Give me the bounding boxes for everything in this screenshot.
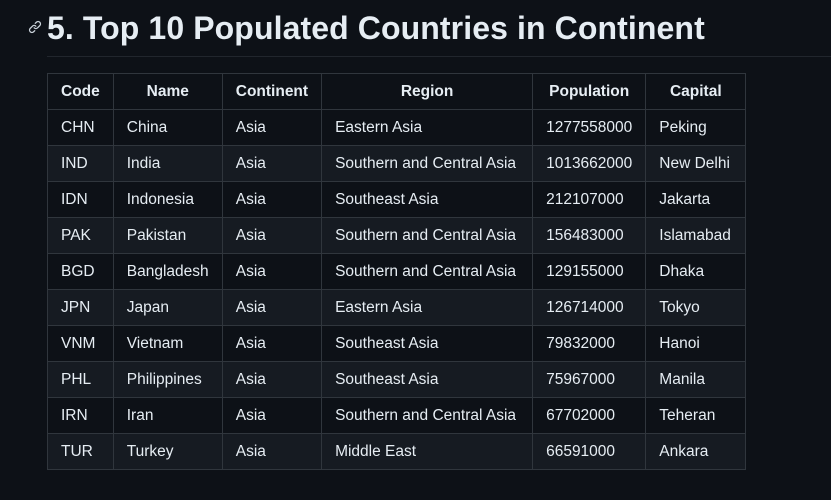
cell-population: 67702000 <box>532 397 647 434</box>
cell-population: 1277558000 <box>532 109 647 146</box>
table-row: IND India Asia Southern and Central Asia 101… <box>47 145 747 182</box>
cell-population: 212107000 <box>532 181 647 218</box>
table-row: IDN Indonesia Asia Southeast Asia 212107000 J… <box>47 181 747 218</box>
cell-code: TUR <box>47 433 114 470</box>
cell-code: JPN <box>47 289 114 326</box>
cell-name: Iran <box>112 397 223 434</box>
cell-region: Eastern Asia <box>321 289 534 326</box>
cell-continent: Asia <box>221 397 323 434</box>
table-body: CHN China Asia Eastern Asia 1277558000 Peking… <box>47 109 747 470</box>
table-row: BGD Bangladesh Asia Southern and Central As… <box>47 253 747 290</box>
table-row: CHN China Asia Eastern Asia 1277558000 Peking <box>47 109 747 146</box>
cell-capital: Teheran <box>645 397 747 434</box>
table-header: Code Name Continent Region Population Ca… <box>47 73 747 110</box>
cell-region: Southeast Asia <box>321 181 534 218</box>
column-header-population: Population <box>532 73 647 110</box>
table-row: IRN Iran Asia Southern and Central Asia 6770… <box>47 397 747 434</box>
cell-continent: Asia <box>221 253 323 290</box>
cell-population: 129155000 <box>532 253 647 290</box>
cell-continent: Asia <box>221 325 323 362</box>
link-icon[interactable] <box>26 18 44 36</box>
cell-continent: Asia <box>221 217 323 254</box>
cell-name: Philippines <box>112 361 223 398</box>
cell-region: Southern and Central Asia <box>321 397 534 434</box>
column-header-continent: Continent <box>221 73 323 110</box>
cell-continent: Asia <box>221 361 323 398</box>
cell-continent: Asia <box>221 109 323 146</box>
table-row: JPN Japan Asia Eastern Asia 126714000 Tokyo <box>47 289 747 326</box>
cell-capital: Peking <box>645 109 747 146</box>
cell-region: Southeast Asia <box>321 325 534 362</box>
cell-name: Japan <box>112 289 223 326</box>
table-row: PHL Philippines Asia Southeast Asia 75967000… <box>47 361 747 398</box>
cell-code: BGD <box>47 253 114 290</box>
cell-continent: Asia <box>221 289 323 326</box>
cell-region: Middle East <box>321 433 534 470</box>
cell-capital: Dhaka <box>645 253 747 290</box>
cell-region: Southeast Asia <box>321 361 534 398</box>
cell-continent: Asia <box>221 181 323 218</box>
cell-population: 75967000 <box>532 361 647 398</box>
heading-divider <box>47 56 831 57</box>
cell-code: CHN <box>47 109 114 146</box>
cell-region: Eastern Asia <box>321 109 534 146</box>
cell-capital: Hanoi <box>645 325 747 362</box>
column-header-code: Code <box>47 73 114 110</box>
cell-name: Vietnam <box>112 325 223 362</box>
cell-population: 126714000 <box>532 289 647 326</box>
table-row: VNM Vietnam Asia Southeast Asia 79832000 Hano… <box>47 325 747 362</box>
cell-region: Southern and Central Asia <box>321 253 534 290</box>
cell-name: China <box>112 109 223 146</box>
table-row: TUR Turkey Asia Middle East 66591000 Ankara <box>47 433 747 470</box>
cell-name: Indonesia <box>112 181 223 218</box>
column-header-name: Name <box>112 73 223 110</box>
cell-capital: Jakarta <box>645 181 747 218</box>
cell-name: Bangladesh <box>112 253 223 290</box>
cell-population: 1013662000 <box>532 145 647 182</box>
cell-name: Pakistan <box>112 217 223 254</box>
column-header-capital: Capital <box>645 73 747 110</box>
cell-capital: Islamabad <box>645 217 747 254</box>
cell-population: 156483000 <box>532 217 647 254</box>
section-heading: 5. Top 10 Populated Countries in Contine… <box>0 0 831 58</box>
cell-code: PHL <box>47 361 114 398</box>
cell-capital: Manila <box>645 361 747 398</box>
cell-capital: New Delhi <box>645 145 747 182</box>
header-row: Code Name Continent Region Population Ca… <box>47 73 747 110</box>
cell-capital: Tokyo <box>645 289 747 326</box>
cell-continent: Asia <box>221 433 323 470</box>
cell-region: Southern and Central Asia <box>321 145 534 182</box>
cell-code: VNM <box>47 325 114 362</box>
cell-name: Turkey <box>112 433 223 470</box>
cell-population: 79832000 <box>532 325 647 362</box>
countries-table: Code Name Continent Region Population Ca… <box>47 73 747 470</box>
cell-code: IRN <box>47 397 114 434</box>
cell-region: Southern and Central Asia <box>321 217 534 254</box>
cell-capital: Ankara <box>645 433 747 470</box>
cell-name: India <box>112 145 223 182</box>
page-title: 5. Top 10 Populated Countries in Contine… <box>47 10 705 46</box>
column-header-region: Region <box>321 73 534 110</box>
cell-continent: Asia <box>221 145 323 182</box>
table-row: PAK Pakistan Asia Southern and Central Asia… <box>47 217 747 254</box>
cell-population: 66591000 <box>532 433 647 470</box>
cell-code: PAK <box>47 217 114 254</box>
cell-code: IND <box>47 145 114 182</box>
cell-code: IDN <box>47 181 114 218</box>
